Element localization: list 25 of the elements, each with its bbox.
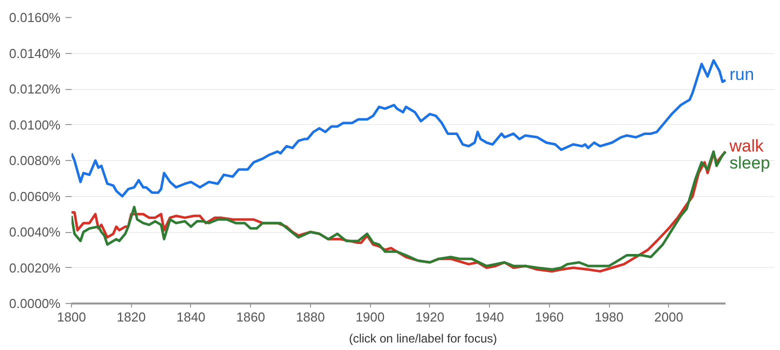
y-tick-label: 0.0000% [9, 296, 61, 311]
y-tick-label: 0.0140% [9, 46, 61, 61]
line-series [72, 59, 727, 198]
x-tick-label: 1960 [534, 310, 564, 324]
x-tick-label: 1920 [415, 310, 444, 324]
x-tick-label: 1900 [356, 310, 385, 324]
y-tick-label: 0.0060% [9, 188, 61, 204]
x-tick-label: 2000 [654, 310, 684, 324]
series-label: sleep [730, 153, 770, 172]
text: (click on line/label for focus) [348, 332, 498, 346]
y-tick-label: 0.0020% [9, 260, 61, 276]
x-tick-label: 1860 [236, 310, 266, 324]
x-tick-label: 1800 [57, 310, 86, 324]
y-tick-label: 0.0160% [9, 10, 61, 25]
y-tick-label: 0.0100% [9, 117, 61, 132]
y-tick-label: 0.0040% [9, 224, 61, 240]
series-label: walk [728, 136, 764, 156]
series-label: run [730, 64, 754, 84]
y-tick-label: 0.0080% [9, 153, 61, 168]
x-tick-label: 1980 [594, 310, 624, 324]
x-tick-label: 1940 [475, 310, 504, 324]
x-tick-label: 1820 [116, 310, 146, 324]
x-tick-label: 1880 [296, 310, 325, 324]
x-tick-label: 1840 [176, 310, 206, 324]
y-tick-label: 0.0120% [9, 82, 61, 96]
